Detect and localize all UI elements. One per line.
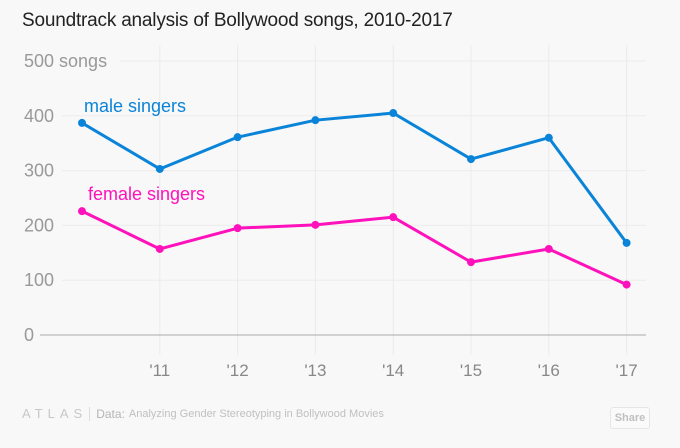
data-point [155, 244, 164, 253]
divider [89, 406, 91, 421]
y-axis-ticks: 0 100 200 300 400 500 songs [24, 51, 107, 345]
atlas-logo: ATLAS [22, 406, 88, 421]
series-label: female singers [88, 184, 205, 204]
y-tick-label: 0 [24, 325, 34, 345]
series-line-male [81, 111, 628, 244]
data-point [78, 207, 86, 216]
grid [40, 45, 646, 355]
y-tick-label: 400 [24, 106, 54, 126]
data-label: Data: [96, 406, 125, 421]
y-tick-label: 200 [24, 215, 54, 235]
x-tick-label: '11 [149, 361, 170, 380]
data-point [155, 164, 164, 173]
y-tick-label: 500 songs [24, 51, 107, 71]
data-source-link[interactable]: Analyzing Gender Stereotyping in Bollywo… [128, 407, 384, 420]
data-point [78, 118, 86, 127]
x-tick-label: '12 [227, 361, 249, 380]
x-axis-ticks: '11 '12 '13 '14 '15 '16 '17 [149, 361, 637, 380]
data-point [389, 109, 398, 118]
data-point [622, 280, 631, 289]
data-point [233, 224, 242, 233]
share-button[interactable]: Share [610, 407, 650, 429]
data-point [311, 116, 320, 125]
data-point [467, 155, 475, 164]
x-tick-label: '17 [616, 361, 638, 380]
data-point [544, 244, 553, 253]
x-tick-label: '13 [304, 361, 326, 380]
x-tick-label: '15 [460, 361, 482, 380]
data-point [544, 133, 553, 142]
y-tick-label: 100 [24, 270, 54, 290]
data-point [622, 238, 631, 247]
series-lines [78, 109, 631, 289]
x-tick-label: '14 [382, 361, 404, 380]
y-tick-label: 300 [24, 161, 54, 181]
series-label: male singers [84, 96, 186, 116]
series-line-female [81, 209, 628, 286]
data-point [467, 258, 475, 267]
footer: ATLAS Data: Analyzing Gender Stereotypin… [22, 406, 384, 421]
x-tick-label: '16 [538, 361, 560, 380]
data-point [233, 133, 242, 142]
chart-title: Soundtrack analysis of Bollywood songs, … [22, 10, 453, 31]
data-point [389, 213, 398, 222]
series-labels: male singers female singers [84, 96, 205, 204]
data-point [311, 220, 320, 229]
